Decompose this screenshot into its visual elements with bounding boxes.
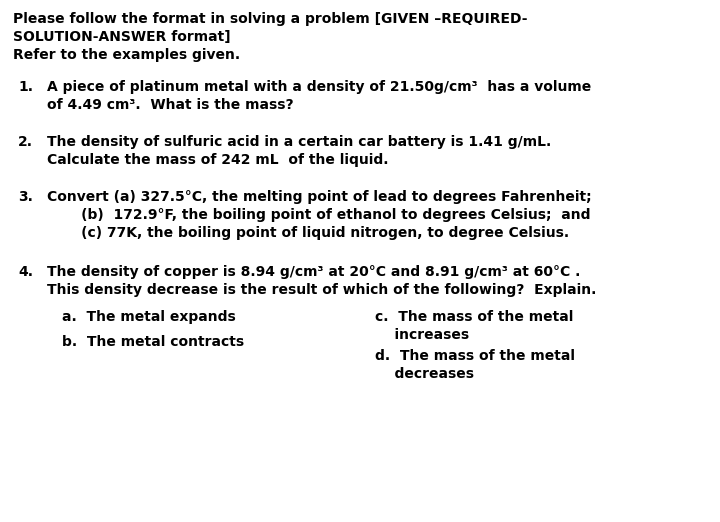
Text: Calculate the mass of 242 mL  of the liquid.: Calculate the mass of 242 mL of the liqu… bbox=[47, 153, 389, 167]
Text: The density of sulfuric acid in a certain car battery is 1.41 g/mL.: The density of sulfuric acid in a certai… bbox=[47, 135, 552, 149]
Text: (c) 77K, the boiling point of liquid nitrogen, to degree Celsius.: (c) 77K, the boiling point of liquid nit… bbox=[47, 226, 569, 240]
Text: The density of copper is 8.94 g/cm³ at 20°C and 8.91 g/cm³ at 60°C .: The density of copper is 8.94 g/cm³ at 2… bbox=[47, 265, 580, 279]
Text: decreases: decreases bbox=[375, 367, 474, 381]
Text: b.  The metal contracts: b. The metal contracts bbox=[62, 335, 244, 349]
Text: SOLUTION-ANSWER format]: SOLUTION-ANSWER format] bbox=[13, 30, 230, 44]
Text: of 4.49 cm³.  What is the mass?: of 4.49 cm³. What is the mass? bbox=[47, 98, 294, 112]
Text: 3.: 3. bbox=[18, 190, 33, 204]
Text: 2.: 2. bbox=[18, 135, 33, 149]
Text: This density decrease is the result of which of the following?  Explain.: This density decrease is the result of w… bbox=[47, 283, 596, 297]
Text: Refer to the examples given.: Refer to the examples given. bbox=[13, 48, 240, 62]
Text: increases: increases bbox=[375, 328, 469, 342]
Text: 1.: 1. bbox=[18, 80, 33, 94]
Text: Convert (a) 327.5°C, the melting point of lead to degrees Fahrenheit;: Convert (a) 327.5°C, the melting point o… bbox=[47, 190, 592, 204]
Text: 4.: 4. bbox=[18, 265, 33, 279]
Text: (b)  172.9°F, the boiling point of ethanol to degrees Celsius;  and: (b) 172.9°F, the boiling point of ethano… bbox=[47, 208, 590, 222]
Text: d.  The mass of the metal: d. The mass of the metal bbox=[375, 349, 575, 363]
Text: c.  The mass of the metal: c. The mass of the metal bbox=[375, 310, 573, 324]
Text: Please follow the format in solving a problem [GIVEN –REQUIRED-: Please follow the format in solving a pr… bbox=[13, 12, 528, 26]
Text: A piece of platinum metal with a density of 21.50g/cm³  has a volume: A piece of platinum metal with a density… bbox=[47, 80, 591, 94]
Text: a.  The metal expands: a. The metal expands bbox=[62, 310, 235, 324]
